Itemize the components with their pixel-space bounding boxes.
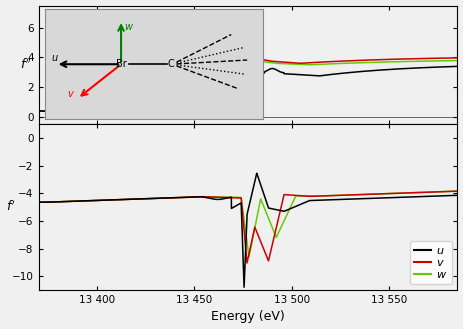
X-axis label: Energy (eV): Energy (eV) <box>211 311 285 323</box>
Legend: $u$, $v$, $w$: $u$, $v$, $w$ <box>410 241 452 285</box>
Y-axis label: $f''$: $f''$ <box>19 58 31 72</box>
Y-axis label: $f'$: $f'$ <box>6 200 15 214</box>
